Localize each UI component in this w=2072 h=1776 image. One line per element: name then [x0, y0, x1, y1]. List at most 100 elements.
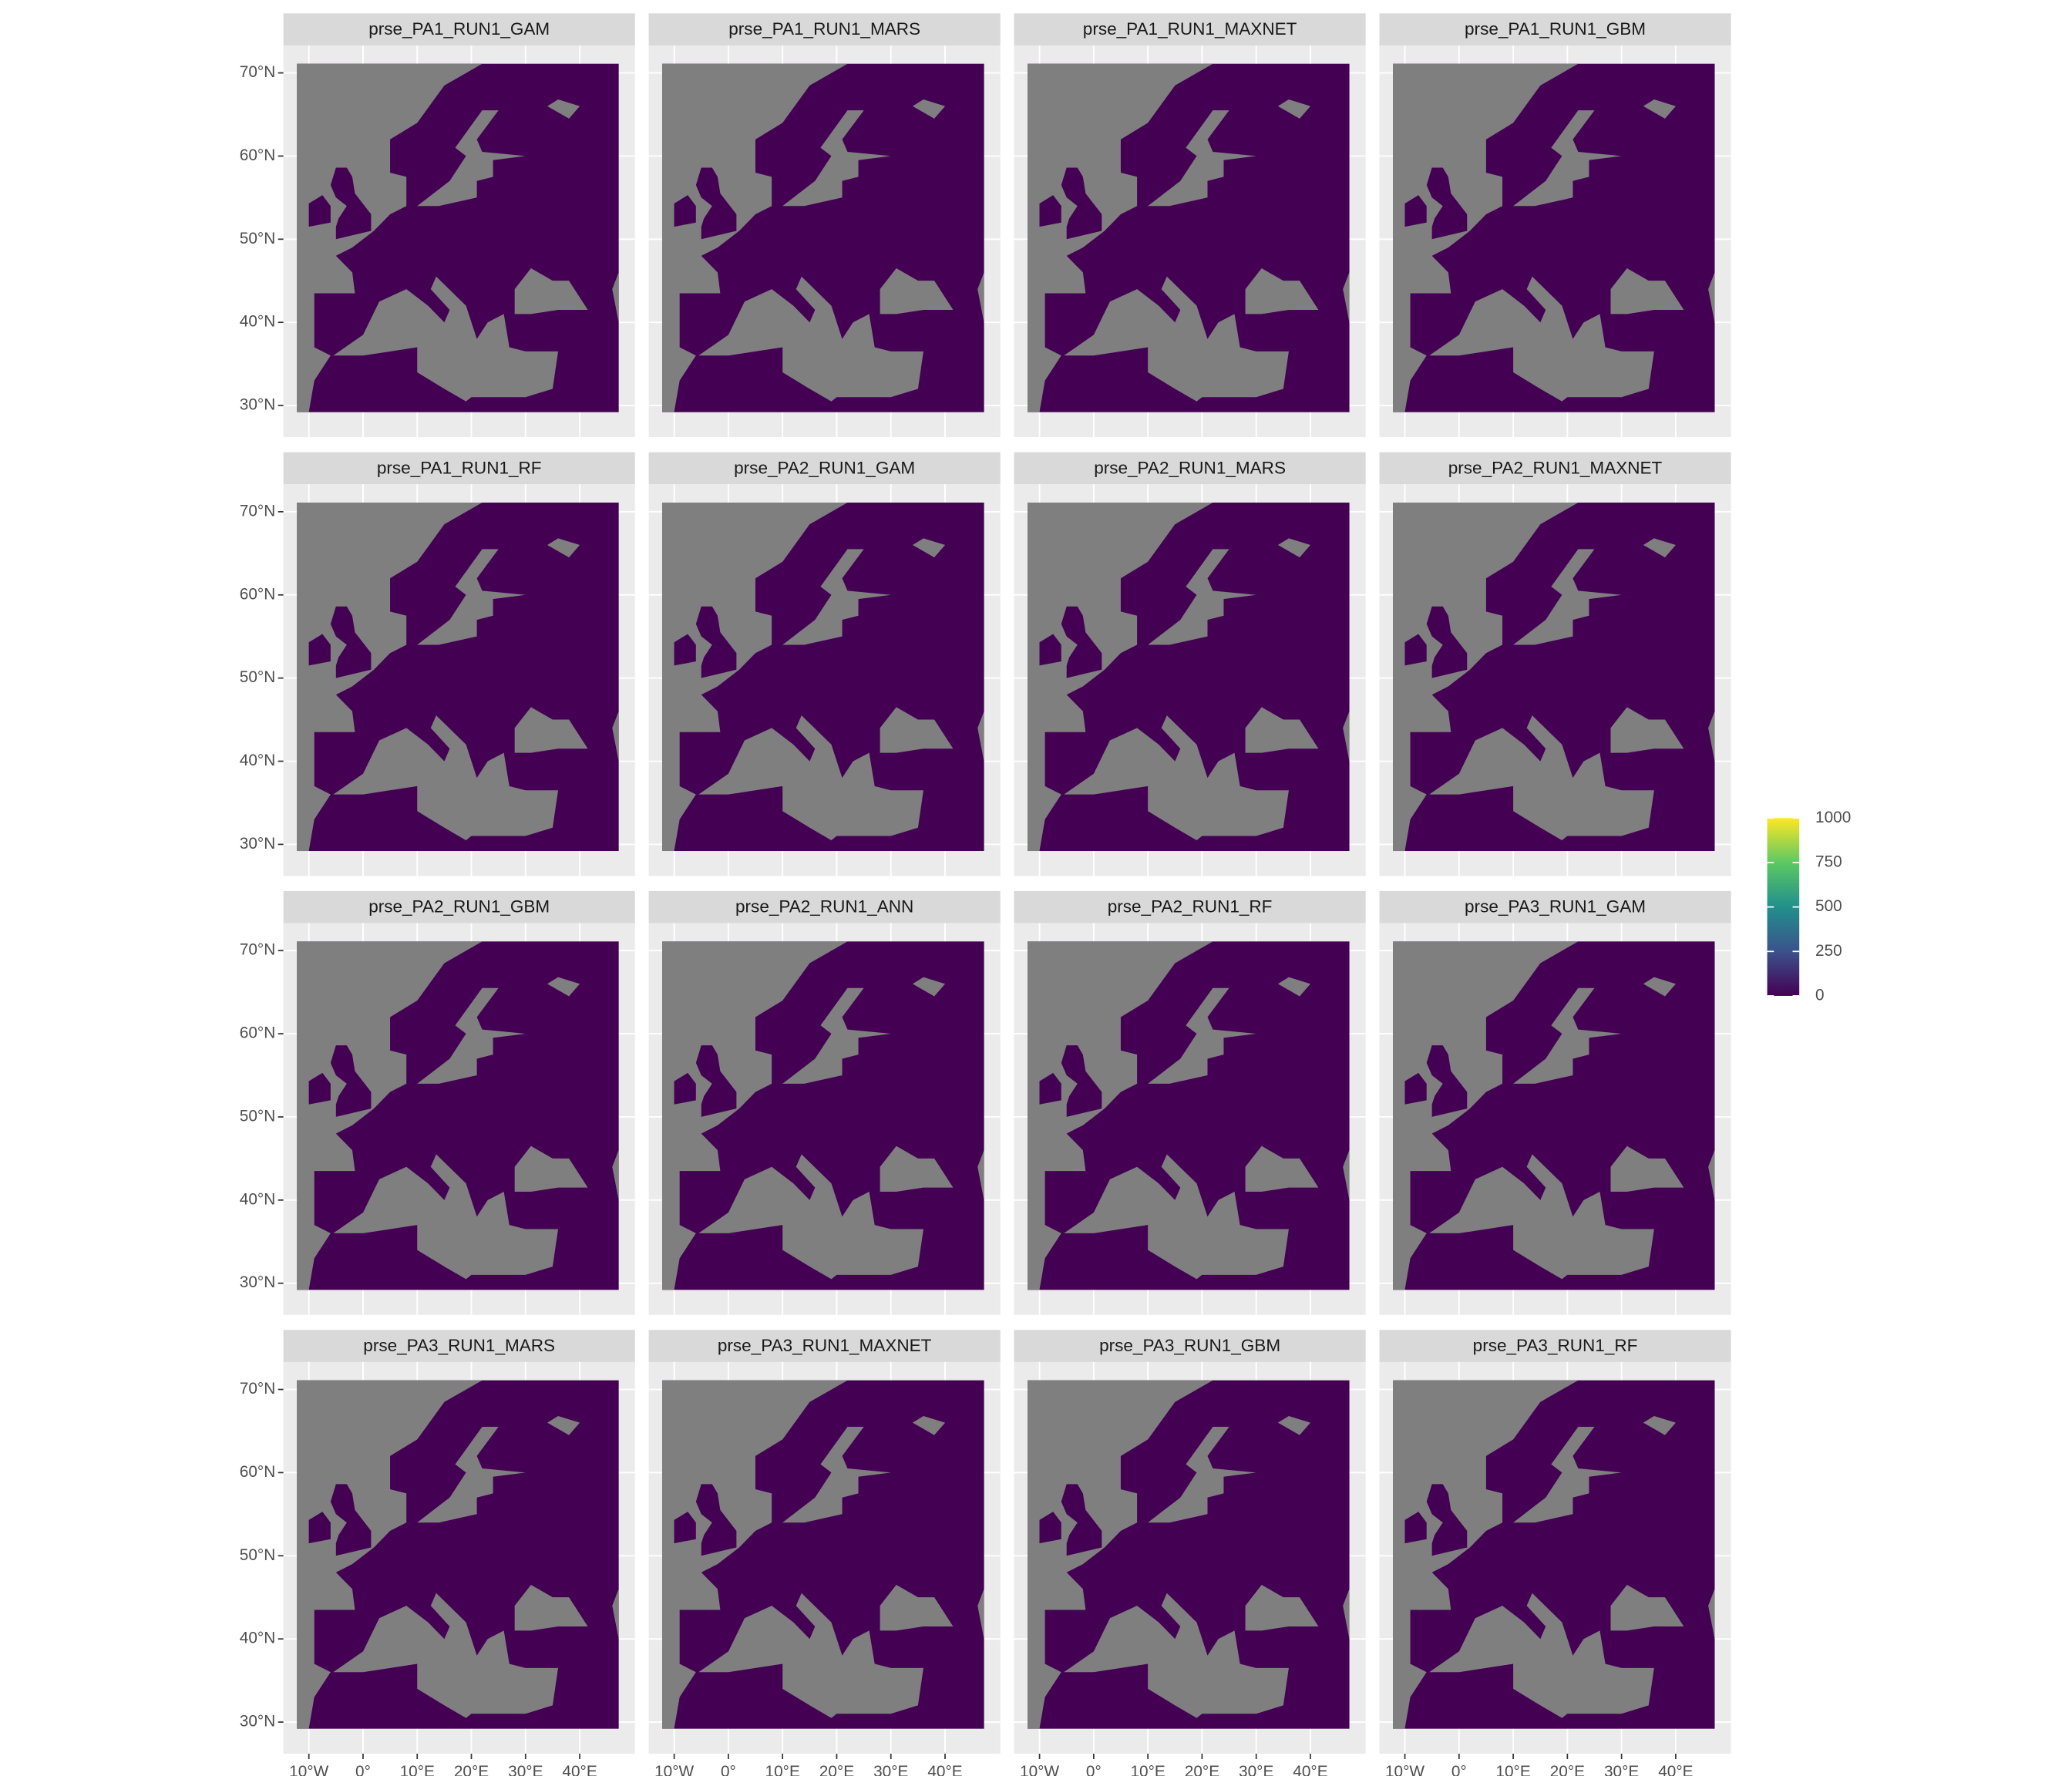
land: [1426, 1045, 1468, 1117]
sea: [417, 110, 526, 207]
sea: [1610, 268, 1684, 314]
sea: [297, 63, 483, 412]
strip-bg: [1379, 890, 1731, 923]
strip-title: prse_PA3_RUN1_GBM: [1099, 1336, 1280, 1355]
facet: prse_PA1_RUN1_MARS: [648, 13, 1001, 438]
strip-bg: [283, 452, 635, 485]
land: [308, 195, 331, 227]
sea: [297, 1380, 483, 1729]
strip-title: prse_PA2_RUN1_MAXNET: [1448, 458, 1663, 477]
sea: [912, 977, 946, 997]
x-tick-label: 10°E: [1495, 1763, 1530, 1776]
sea: [1277, 538, 1311, 558]
land: [674, 1512, 696, 1544]
y-tick-label: 60°N: [240, 146, 275, 164]
land: [330, 1484, 372, 1556]
sea: [417, 549, 526, 645]
strip-title: prse_PA1_RUN1_GBM: [1465, 19, 1646, 39]
sea: [1643, 977, 1676, 997]
y-tick-label: 40°N: [240, 752, 275, 769]
land: [1404, 195, 1427, 227]
x-tick-label: 10°E: [1130, 1763, 1165, 1776]
sea: [912, 538, 946, 558]
strip-title: prse_PA2_RUN1_GBM: [368, 897, 550, 917]
y-tick-label: 50°N: [240, 1546, 275, 1564]
facet: prse_PA3_RUN1_MARS 30°N 40°N 50°N 60°N 70°N 10…: [240, 1330, 635, 1776]
sea: [782, 1427, 891, 1523]
strip-title: prse_PA1_RUN1_RF: [377, 458, 542, 477]
sea: [612, 1150, 619, 1200]
y-tick-label: 70°N: [240, 63, 275, 81]
x-tick-label: 0°: [355, 1763, 371, 1776]
facet: prse_PA3_RUN1_GAM: [1379, 890, 1731, 1315]
x-tick-label: 10°W: [1385, 1763, 1424, 1776]
land: [1061, 606, 1102, 678]
strip-title: prse_PA3_RUN1_GAM: [1465, 897, 1646, 917]
sea: [1277, 99, 1311, 119]
land: [674, 634, 696, 666]
x-tick-label: 10°E: [400, 1763, 435, 1776]
land: [308, 634, 331, 666]
sea: [1429, 1154, 1654, 1280]
x-tick-label: 0°: [1086, 1763, 1102, 1776]
sea: [1064, 715, 1289, 841]
facet: prse_PA1_RUN1_RF 30°N 40°N 50°N 60°N 70°N: [240, 452, 635, 876]
land: [330, 167, 372, 240]
land: [1039, 634, 1061, 666]
strip-bg: [1014, 13, 1366, 45]
land: [1404, 1072, 1427, 1105]
sea: [1148, 1427, 1256, 1523]
sea: [1028, 503, 1213, 851]
strip-title: prse_PA2_RUN1_ANN: [735, 897, 913, 917]
strip-title: prse_PA3_RUN1_RF: [1473, 1336, 1638, 1355]
y-tick-label: 40°N: [240, 1630, 275, 1647]
strip-bg: [1379, 452, 1731, 485]
sea: [547, 1415, 580, 1435]
sea: [1610, 1585, 1684, 1631]
sea: [880, 1585, 954, 1631]
facet: prse_PA2_RUN1_MAXNET: [1379, 452, 1731, 876]
y-tick-label: 70°N: [240, 941, 275, 959]
sea: [977, 1589, 984, 1640]
sea: [333, 276, 559, 402]
sea: [612, 1589, 619, 1640]
sea: [514, 1585, 588, 1631]
y-tick-label: 60°N: [240, 1463, 275, 1481]
land: [695, 606, 737, 678]
sea: [1643, 538, 1676, 558]
x-tick-label: 10°W: [1020, 1763, 1059, 1776]
strip-bg: [1014, 890, 1366, 923]
sea: [1064, 1154, 1289, 1280]
facet: prse_PA1_RUN1_GBM: [1379, 13, 1731, 438]
x-tick-label: 20°E: [454, 1763, 489, 1776]
x-tick-label: 20°E: [1185, 1763, 1219, 1776]
facet: prse_PA2_RUN1_MARS: [1014, 452, 1366, 876]
sea: [333, 715, 559, 841]
sea: [1277, 977, 1311, 997]
land: [1039, 1512, 1061, 1544]
land: [1426, 1484, 1468, 1556]
sea: [547, 538, 580, 558]
facet: prse_PA3_RUN1_MAXNET 10°W 0° 10°E 20°E 30°E 40…: [648, 1330, 1001, 1776]
sea: [1245, 268, 1319, 314]
sea: [880, 1145, 954, 1192]
land: [1404, 1512, 1427, 1544]
x-tick-label: 40°E: [562, 1763, 597, 1776]
sea: [1393, 1380, 1579, 1729]
sea: [662, 63, 848, 412]
legend-label: 0: [1815, 986, 1825, 1004]
strip-title: prse_PA3_RUN1_MARS: [363, 1336, 555, 1355]
strip-bg: [283, 890, 635, 923]
sea: [1513, 987, 1622, 1084]
sea: [912, 1415, 946, 1435]
y-tick-label: 60°N: [240, 585, 275, 603]
sea: [1343, 272, 1350, 323]
sea: [1148, 110, 1256, 207]
y-tick-label: 40°N: [240, 1190, 275, 1208]
sea: [1513, 549, 1622, 645]
strip-bg: [648, 890, 1001, 923]
sea: [1028, 63, 1213, 412]
land: [695, 1484, 737, 1556]
y-tick-label: 50°N: [240, 230, 275, 247]
